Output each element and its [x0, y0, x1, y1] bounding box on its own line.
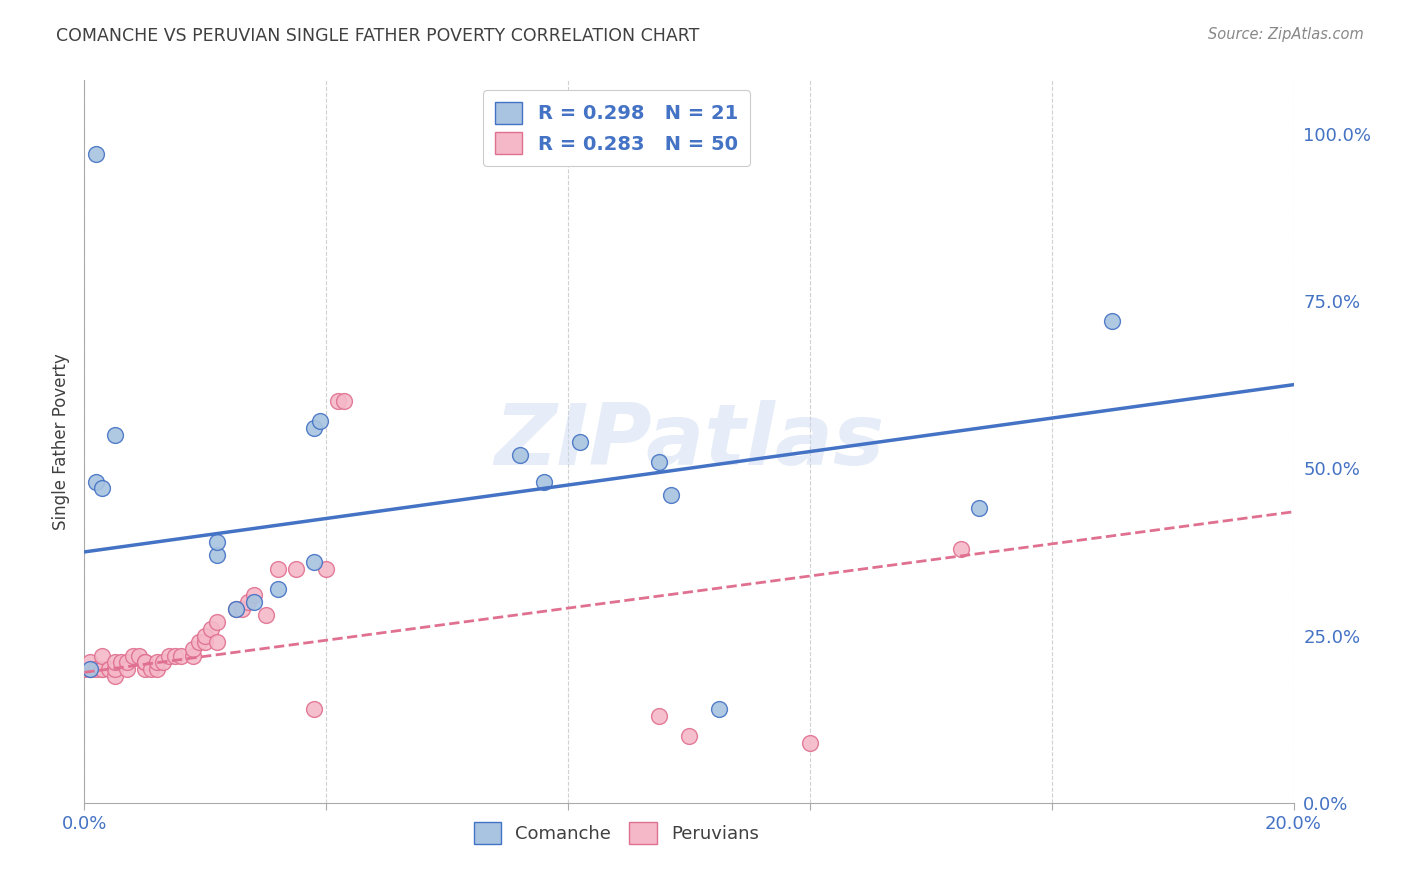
Point	[967, 501, 990, 516]
Point	[110, 655, 132, 669]
Point	[170, 648, 193, 663]
Point	[315, 562, 337, 576]
Point	[121, 648, 143, 663]
Legend: Comanche, Peruvians: Comanche, Peruvians	[467, 815, 766, 852]
Point	[333, 394, 356, 409]
Point	[79, 655, 101, 669]
Point	[648, 708, 671, 723]
Point	[242, 595, 264, 609]
Point	[242, 589, 264, 603]
Point	[188, 635, 211, 649]
Point	[231, 602, 253, 616]
Point	[79, 662, 101, 676]
Point	[569, 434, 592, 449]
Point	[157, 648, 180, 663]
Point	[799, 735, 821, 749]
Point	[302, 555, 325, 569]
Point	[207, 635, 229, 649]
Point	[207, 615, 229, 630]
Point	[104, 427, 127, 442]
Y-axis label: Single Father Poverty: Single Father Poverty	[52, 353, 70, 530]
Point	[200, 622, 222, 636]
Point	[165, 648, 187, 663]
Point	[146, 662, 169, 676]
Text: ZIPatlas: ZIPatlas	[494, 400, 884, 483]
Point	[139, 662, 162, 676]
Point	[678, 729, 700, 743]
Point	[86, 147, 108, 161]
Point	[152, 655, 174, 669]
Point	[86, 475, 108, 489]
Point	[181, 642, 204, 657]
Point	[302, 421, 325, 435]
Point	[79, 662, 101, 676]
Point	[267, 582, 290, 596]
Point	[254, 608, 277, 623]
Point	[91, 648, 114, 663]
Point	[328, 394, 350, 409]
Point	[86, 662, 108, 676]
Point	[134, 662, 156, 676]
Point	[533, 475, 555, 489]
Text: COMANCHE VS PERUVIAN SINGLE FATHER POVERTY CORRELATION CHART: COMANCHE VS PERUVIAN SINGLE FATHER POVER…	[56, 27, 700, 45]
Point	[181, 648, 204, 663]
Point	[709, 702, 731, 716]
Point	[659, 488, 682, 502]
Point	[207, 534, 229, 549]
Point	[236, 595, 259, 609]
Point	[267, 562, 290, 576]
Point	[194, 635, 217, 649]
Point	[104, 655, 127, 669]
Point	[146, 655, 169, 669]
Point	[225, 602, 247, 616]
Point	[115, 655, 138, 669]
Point	[91, 662, 114, 676]
Point	[950, 541, 973, 556]
Point	[1101, 314, 1123, 328]
Point	[91, 662, 114, 676]
Point	[128, 648, 150, 663]
Point	[207, 548, 229, 563]
Point	[104, 662, 127, 676]
Point	[309, 414, 332, 429]
Text: Source: ZipAtlas.com: Source: ZipAtlas.com	[1208, 27, 1364, 42]
Point	[225, 602, 247, 616]
Point	[115, 662, 138, 676]
Point	[91, 482, 114, 496]
Point	[73, 662, 96, 676]
Point	[79, 662, 101, 676]
Point	[104, 669, 127, 683]
Point	[97, 662, 120, 676]
Point	[134, 655, 156, 669]
Point	[648, 455, 671, 469]
Point	[509, 448, 531, 462]
Point	[302, 702, 325, 716]
Point	[194, 628, 217, 642]
Point	[285, 562, 308, 576]
Point	[134, 655, 156, 669]
